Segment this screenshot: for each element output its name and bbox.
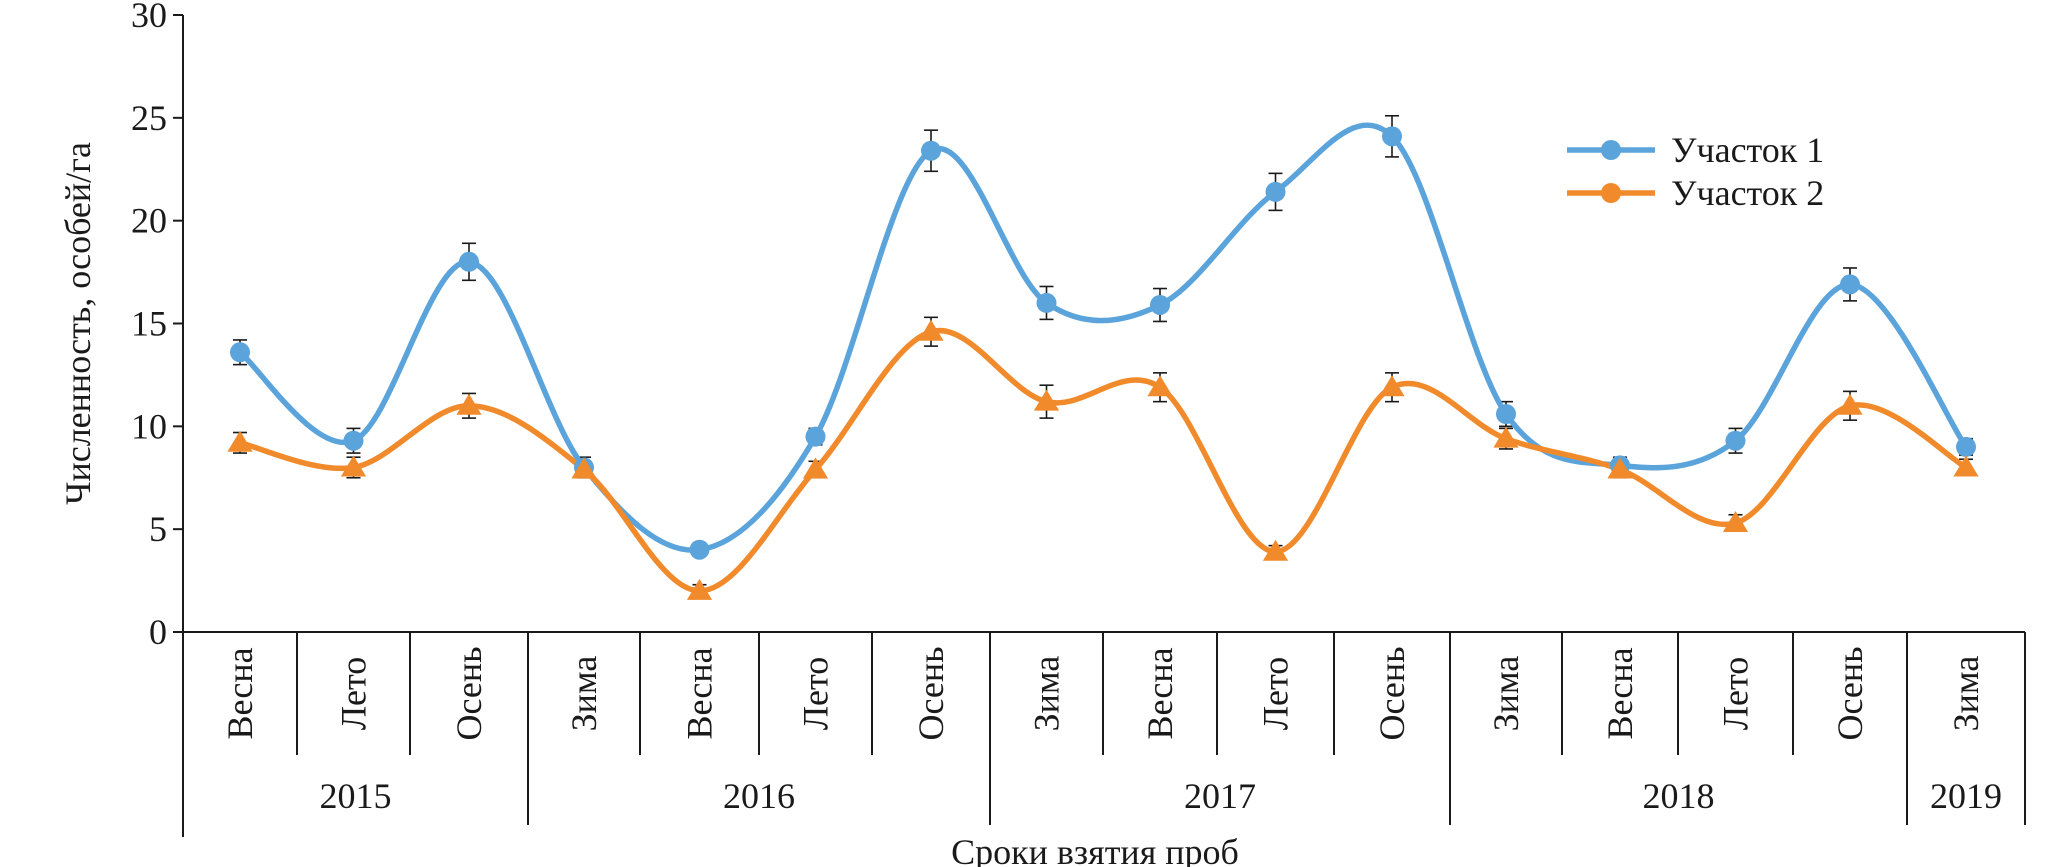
- series-2-point: [1033, 389, 1060, 411]
- series-1-point: [1840, 274, 1860, 295]
- series-2-point: [1837, 393, 1863, 415]
- series-markers: [227, 126, 1979, 600]
- category-label: Зима: [1486, 656, 1526, 732]
- series-2-point: [571, 457, 597, 479]
- category-label: Осень: [1372, 646, 1412, 740]
- x-axis-title: Сроки взятия проб: [951, 832, 1239, 867]
- series-2-point: [1722, 510, 1749, 532]
- y-tick-label: 30: [131, 0, 167, 35]
- series-2-point: [1147, 375, 1173, 397]
- series-2-point: [340, 455, 367, 477]
- category-label: Весна: [1600, 647, 1640, 739]
- series-1-point: [1496, 403, 1516, 424]
- series-2-point: [1262, 539, 1289, 561]
- category-label: Лето: [334, 657, 374, 730]
- year-label: 2018: [1643, 776, 1715, 816]
- series-line-1: [238, 122, 1969, 553]
- category-label: Весна: [220, 647, 260, 739]
- series-lines: [238, 122, 1969, 594]
- series-1-point: [689, 539, 710, 560]
- category-label: Весна: [680, 647, 720, 739]
- series-1-point: [921, 140, 941, 161]
- series-2-point: [456, 393, 482, 415]
- year-label: 2015: [320, 776, 392, 816]
- legend-label-1: Участок 1: [1671, 130, 1824, 170]
- series-2-point: [918, 319, 944, 341]
- category-label: Зима: [564, 656, 604, 732]
- category-label: Лето: [1716, 657, 1756, 730]
- y-tick-label: 0: [149, 612, 167, 652]
- series-line-2: [239, 327, 1968, 594]
- legend-marker-2: [1601, 183, 1621, 203]
- y-tick-label: 15: [131, 304, 167, 344]
- series-1-point: [805, 426, 826, 447]
- category-label: Лето: [796, 657, 836, 730]
- category-label: Зима: [1946, 656, 1986, 732]
- category-label: Осень: [449, 646, 489, 740]
- series-2-point: [802, 457, 829, 479]
- category-label: Зима: [1027, 656, 1067, 732]
- series-1-point: [1725, 430, 1746, 451]
- series-2-point: [1607, 457, 1633, 479]
- series-1-point: [1382, 126, 1402, 147]
- series-2-point: [1493, 426, 1519, 448]
- series-2-point: [227, 430, 253, 452]
- series-1-point: [1956, 436, 1976, 457]
- series-1-point: [1265, 181, 1286, 202]
- category-label: Осень: [1830, 646, 1870, 740]
- category-label: Осень: [911, 646, 951, 740]
- category-label: Лето: [1256, 657, 1296, 730]
- series-1-point: [459, 251, 479, 272]
- y-tick-label: 5: [149, 509, 167, 549]
- y-axis-title: Численность, особей/га: [58, 142, 98, 505]
- series-2-point: [1379, 375, 1405, 397]
- year-label: 2019: [1930, 776, 2002, 816]
- series-2-point: [686, 578, 713, 600]
- series-1-point: [1036, 292, 1057, 313]
- year-label: 2016: [723, 776, 795, 816]
- series-2-point: [1953, 455, 1979, 477]
- y-tick-label: 20: [131, 201, 167, 241]
- y-tick-label: 10: [131, 406, 167, 446]
- series-1-point: [230, 342, 250, 363]
- series-1-point: [343, 430, 364, 451]
- y-tick-label: 25: [131, 98, 167, 138]
- legend-marker-1: [1601, 140, 1621, 160]
- axes: 0 5 10 15 20 25 30 Весна Лето Осень Зима Весна Лето О…: [131, 0, 2026, 837]
- legend-label-2: Участок 2: [1671, 173, 1824, 213]
- category-label: Весна: [1140, 647, 1180, 739]
- series-1-point: [1150, 294, 1170, 315]
- year-label: 2017: [1184, 776, 1256, 816]
